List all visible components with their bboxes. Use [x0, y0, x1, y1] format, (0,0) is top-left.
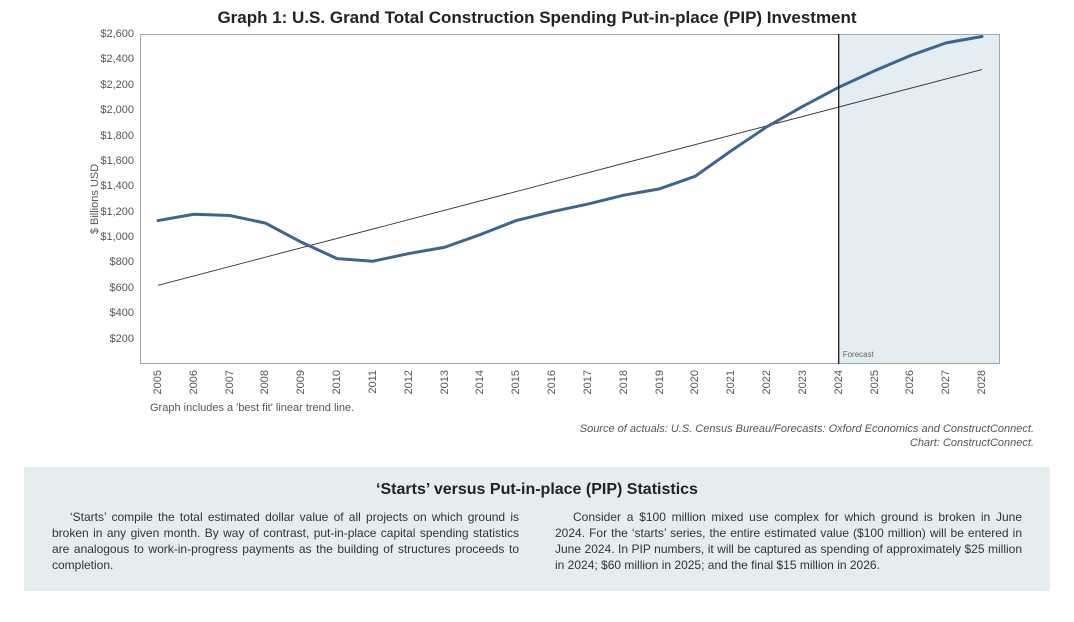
- y-tick-label: $1,000: [100, 231, 140, 243]
- x-tick-label: 2023: [797, 370, 809, 394]
- x-tick-label: 2022: [761, 370, 773, 394]
- x-tick-label: 2021: [725, 370, 737, 394]
- chart-source: Source of actuals: U.S. Census Bureau/Fo…: [0, 422, 1034, 451]
- y-tick-label: $1,200: [100, 206, 140, 218]
- x-tick-label: 2005: [152, 370, 164, 394]
- x-tick-label: 2011: [367, 370, 379, 394]
- x-tick-label: 2024: [833, 370, 845, 394]
- x-tick-label: 2006: [188, 370, 200, 394]
- y-axis-label: $ Billions USD: [89, 164, 101, 234]
- info-box-title: ‘Starts’ versus Put-in-place (PIP) Stati…: [52, 481, 1022, 499]
- y-tick-label: $2,600: [100, 28, 140, 40]
- x-tick-label: 2025: [869, 370, 881, 394]
- x-tick-label: 2016: [546, 370, 558, 394]
- x-tick-label: 2014: [474, 370, 486, 394]
- x-tick-label: 2010: [331, 370, 343, 394]
- x-tick-label: 2012: [403, 370, 415, 394]
- forecast-label: Forecast: [843, 350, 874, 359]
- plot-area: $ Billions USD Forecast $200$400$600$800…: [140, 34, 1000, 364]
- y-tick-label: $800: [110, 256, 140, 268]
- x-tick-label: 2015: [510, 370, 522, 394]
- y-tick-label: $2,400: [100, 53, 140, 65]
- info-box: ‘Starts’ versus Put-in-place (PIP) Stati…: [24, 467, 1050, 592]
- chart-svg: [140, 34, 1000, 364]
- x-tick-label: 2017: [582, 370, 594, 394]
- info-column-2: Consider a $100 million mixed use comple…: [555, 509, 1022, 574]
- x-tick-label: 2009: [295, 370, 307, 394]
- source-line-1: Source of actuals: U.S. Census Bureau/Fo…: [580, 423, 1034, 435]
- x-tick-label: 2008: [259, 370, 271, 394]
- x-tick-label: 2018: [618, 370, 630, 394]
- chart-container: Graph 1: U.S. Grand Total Construction S…: [0, 0, 1074, 451]
- x-tick-label: 2007: [224, 370, 236, 394]
- chart-caption: Graph includes a 'best fit' linear trend…: [150, 402, 1074, 414]
- x-tick-label: 2026: [904, 370, 916, 394]
- x-tick-label: 2013: [439, 370, 451, 394]
- y-tick-label: $200: [110, 333, 140, 345]
- source-line-2: Chart: ConstructConnect.: [910, 437, 1034, 449]
- y-tick-label: $2,200: [100, 79, 140, 91]
- info-column-1: ‘Starts’ compile the total estimated dol…: [52, 509, 519, 574]
- x-tick-label: 2028: [976, 370, 988, 394]
- info-columns: ‘Starts’ compile the total estimated dol…: [52, 509, 1022, 574]
- y-tick-label: $1,800: [100, 130, 140, 142]
- x-tick-label: 2027: [940, 370, 952, 394]
- x-tick-label: 2020: [689, 370, 701, 394]
- y-tick-label: $400: [110, 307, 140, 319]
- x-tick-label: 2019: [654, 370, 666, 394]
- y-tick-label: $2,000: [100, 104, 140, 116]
- y-tick-label: $1,400: [100, 180, 140, 192]
- y-tick-label: $600: [110, 282, 140, 294]
- chart-title: Graph 1: U.S. Grand Total Construction S…: [0, 8, 1074, 28]
- y-tick-label: $1,600: [100, 155, 140, 167]
